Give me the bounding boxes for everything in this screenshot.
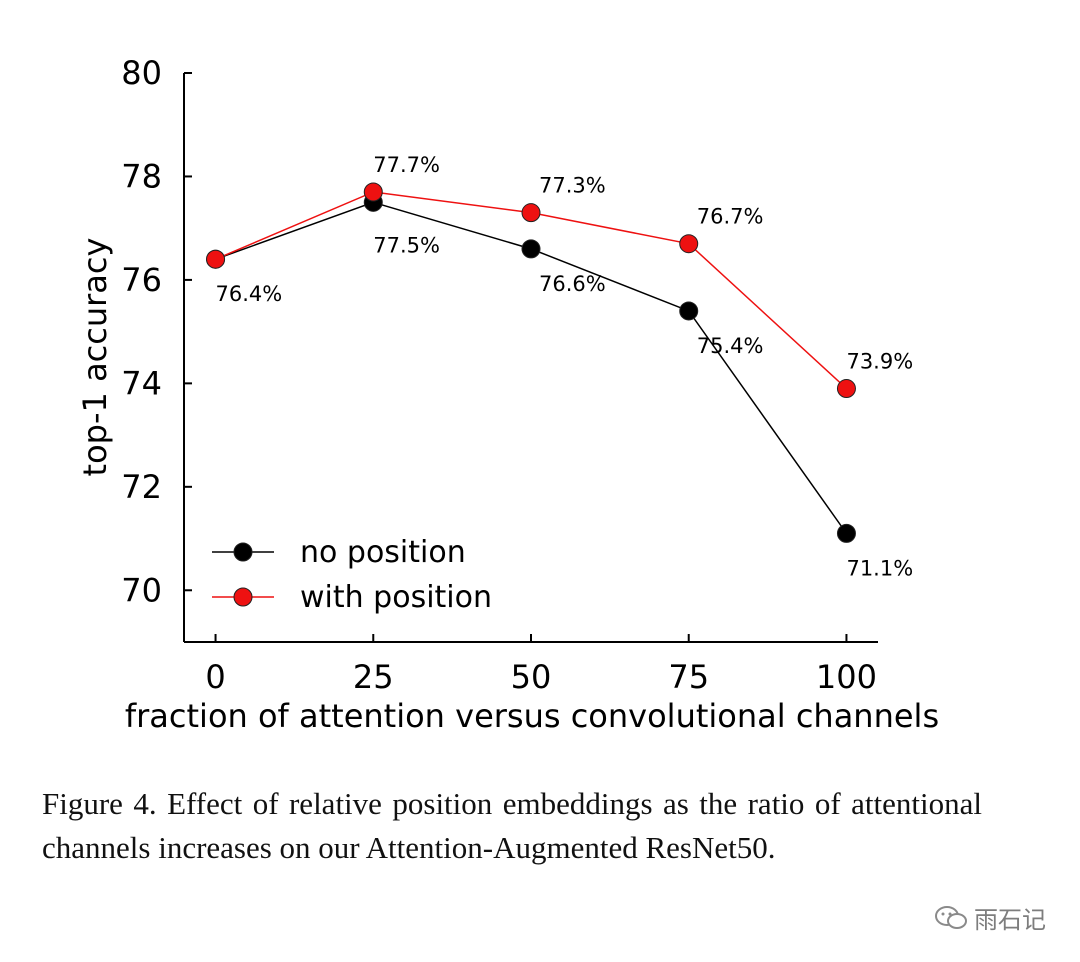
data-point — [206, 249, 226, 269]
data-label: 76.6% — [539, 272, 606, 296]
figure-caption: Figure 4. Effect of relative position em… — [42, 786, 982, 865]
x-tick-label: 75 — [668, 658, 709, 696]
data-point — [363, 182, 383, 202]
watermark: 雨石记 — [934, 900, 1046, 935]
y-tick-label: 74 — [121, 364, 162, 402]
legend-label: no position — [300, 535, 466, 570]
x-ticks: 0 25 50 75 100 — [205, 634, 877, 696]
data-label: 77.5% — [373, 233, 440, 257]
x-axis-title: fraction of attention versus convolution… — [125, 697, 939, 735]
x-tick-label: 25 — [353, 658, 394, 696]
data-point — [836, 379, 856, 399]
data-label: 77.3% — [539, 174, 606, 198]
data-label: 75.4% — [697, 334, 764, 358]
data-point — [521, 203, 541, 223]
legend-label: with position — [300, 580, 492, 615]
wechat-icon — [935, 905, 967, 929]
data-label: 76.7% — [697, 205, 764, 229]
data-label: 77.7% — [373, 153, 440, 177]
data-point — [679, 234, 699, 254]
data-label: 76.4% — [216, 282, 283, 306]
data-label: 71.1% — [846, 556, 913, 580]
data-label: 73.9% — [846, 350, 913, 374]
y-tick-label: 70 — [121, 571, 162, 609]
legend: no position with position — [212, 535, 492, 615]
y-tick-label: 76 — [121, 261, 162, 299]
watermark-text: 雨石记 — [974, 906, 1046, 934]
y-tick-label: 78 — [121, 157, 162, 195]
legend-swatch-marker — [233, 587, 253, 607]
series-group — [206, 182, 856, 543]
x-tick-label: 50 — [511, 658, 552, 696]
y-tick-label: 72 — [121, 468, 162, 506]
axes — [183, 73, 878, 643]
x-tick-label: 100 — [816, 658, 877, 696]
data-point — [521, 239, 541, 259]
data-point — [679, 301, 699, 321]
x-tick-label: 0 — [205, 658, 225, 696]
y-ticks: 70 72 74 76 78 80 — [121, 54, 192, 609]
legend-swatch-marker — [233, 542, 253, 562]
data-point — [836, 523, 856, 543]
y-axis-title: top-1 accuracy — [76, 238, 114, 477]
y-tick-label: 80 — [121, 54, 162, 92]
data-labels: 76.4% 77.5% 76.6% 75.4% 71.1% 77.7% 77.3% 76.7%… — [216, 153, 914, 580]
